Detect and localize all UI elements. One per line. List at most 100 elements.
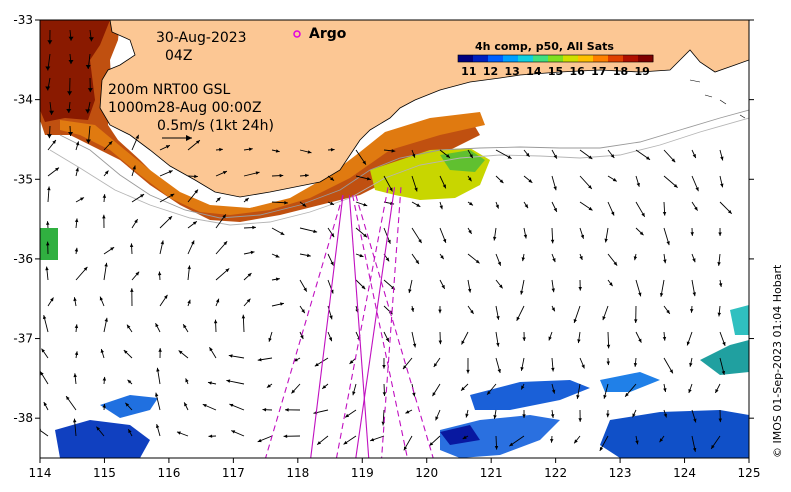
current-arrow-head <box>46 134 52 139</box>
current-arrow-head <box>183 324 187 329</box>
current-arrow-head <box>135 271 140 276</box>
current-vectors <box>40 29 733 452</box>
x-tick-label: 125 <box>738 466 761 480</box>
current-arrow-head <box>718 418 723 423</box>
current-arrow-head <box>196 140 200 144</box>
current-arrow-head <box>102 404 106 408</box>
current-arrow-head <box>330 177 335 181</box>
current-arrow-head <box>66 396 70 401</box>
current-arrow-head <box>268 337 272 342</box>
current-arrow-head <box>636 182 640 187</box>
current-arrow-head <box>127 379 132 384</box>
current-arrow-head <box>228 354 233 358</box>
current-arrow-head <box>633 256 638 261</box>
current-arrow-head <box>446 154 450 158</box>
colorbar-swatch <box>593 55 609 62</box>
current-arrow-head <box>244 197 249 202</box>
current-arrow-head <box>266 384 271 388</box>
current-arrow-head <box>711 444 715 449</box>
current-arrow-head <box>104 262 108 267</box>
current-arrow-head <box>429 442 434 446</box>
current-arrow-head <box>222 214 226 219</box>
current-arrow-head <box>387 239 391 244</box>
current-arrow-head <box>129 243 134 248</box>
current-arrow-head <box>262 407 267 412</box>
x-tick-label: 121 <box>480 466 503 480</box>
current-arrow-head <box>727 209 732 214</box>
colorbar-swatch <box>608 55 624 62</box>
current-arrow-head <box>275 277 280 281</box>
current-arrow-head <box>603 394 607 399</box>
time-label: 04Z <box>165 48 192 64</box>
current-arrow-head <box>509 442 514 447</box>
x-axis-ticks: 114 115 116 117 118 119 120 121 122 123 124 125 <box>29 458 761 480</box>
current-arrow-head <box>47 40 53 45</box>
current-arrow-head <box>613 261 618 266</box>
current-arrow-head <box>553 186 557 191</box>
isobath-200m <box>59 109 749 219</box>
current-arrow-head <box>88 37 94 42</box>
isobath-label-1000m: 1000m28-Aug 00:00Z <box>108 100 262 116</box>
current-arrow-head <box>659 438 664 443</box>
current-arrow-head <box>102 376 107 381</box>
current-arrow-head <box>599 446 604 451</box>
x-tick-label: 118 <box>286 466 309 480</box>
argo-marker-icon <box>293 30 301 38</box>
sst-dark-blue-strip <box>440 425 480 445</box>
colorbar-title: 4h comp, p50, All Sats <box>475 40 614 53</box>
current-arrow-head <box>581 364 585 369</box>
current-arrow-head <box>275 149 280 153</box>
current-arrow-head <box>225 268 230 273</box>
current-arrow-head <box>720 183 724 188</box>
x-tick-label: 120 <box>415 466 438 480</box>
current-arrow-head <box>389 187 393 192</box>
current-arrow-head <box>123 350 128 354</box>
current-arrow-head <box>604 238 608 243</box>
current-arrow-head <box>55 167 59 172</box>
current-arrow-head <box>303 287 307 292</box>
colorbar-swatch <box>533 55 549 62</box>
current-arrow-head <box>74 247 79 252</box>
current-arrow-head <box>73 373 77 378</box>
current-arrow-head <box>363 203 368 207</box>
current-arrow-head <box>370 437 375 442</box>
current-arrow-head <box>442 184 446 189</box>
scale-label: 0.5m/s (1kt 24h) <box>157 118 274 134</box>
current-arrow-head <box>663 388 667 392</box>
current-arrow-head <box>692 447 697 452</box>
x-tick-label: 122 <box>544 466 567 480</box>
current-arrow-head <box>438 309 442 314</box>
colorbar-tick-label: 14 <box>526 65 542 78</box>
current-arrow-head <box>158 348 162 352</box>
current-arrow-head <box>40 371 44 376</box>
current-arrow-head <box>45 266 49 271</box>
current-arrow-head <box>345 413 350 418</box>
current-arrow-head <box>75 167 79 172</box>
current-arrow-head <box>302 203 307 207</box>
current-arrow-head <box>47 186 51 191</box>
colorbar-tick-label: 12 <box>483 65 498 78</box>
current-arrow-head <box>414 187 418 192</box>
current-arrow-head <box>209 347 213 352</box>
x-tick-label: 115 <box>93 466 116 480</box>
coast-islands <box>689 79 746 119</box>
land-mass <box>99 20 749 198</box>
current-arrow-head <box>219 147 223 152</box>
current-arrow-head <box>507 155 512 159</box>
current-arrow-head <box>588 185 592 189</box>
current-arrow-head <box>612 178 617 182</box>
current-arrow-head <box>418 239 422 244</box>
current-arrow-head <box>461 340 465 345</box>
current-arrow-head <box>385 257 390 262</box>
current-arrow-head <box>110 247 115 251</box>
current-arrow-head <box>405 410 410 414</box>
current-arrow-head <box>475 259 480 264</box>
current-arrow-head <box>85 64 91 69</box>
satellite-track <box>355 195 434 458</box>
current-arrow-head <box>366 176 371 181</box>
current-arrow-head <box>382 365 386 369</box>
colorbar-swatch <box>503 55 519 62</box>
current-arrow-head <box>279 173 284 178</box>
x-tick-label: 124 <box>673 466 696 480</box>
current-arrow <box>40 429 49 437</box>
